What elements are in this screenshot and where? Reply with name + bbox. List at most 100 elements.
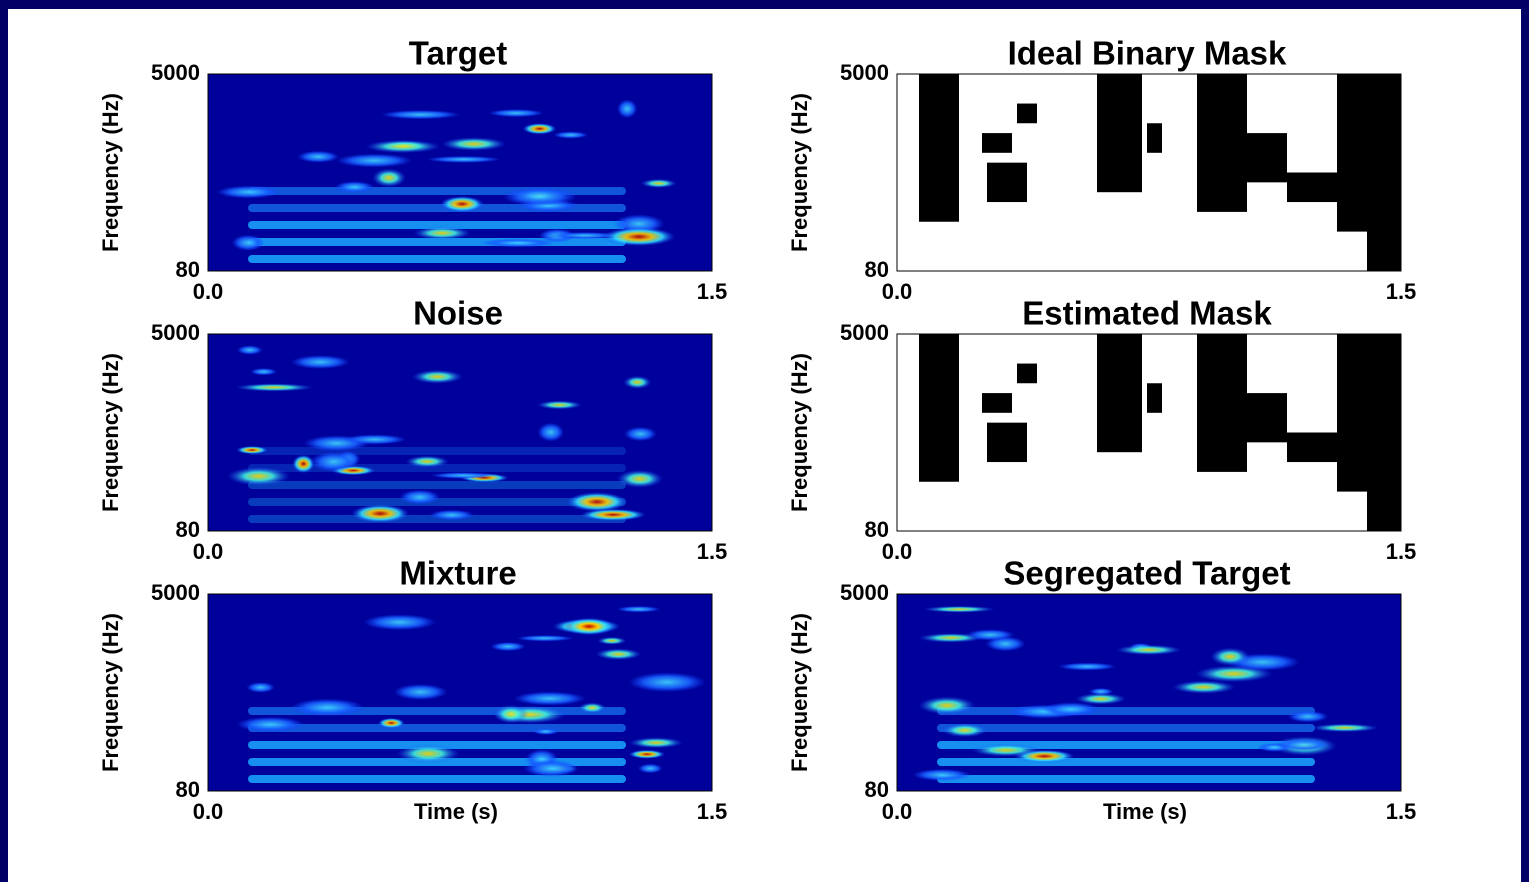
energy-blob	[393, 683, 448, 701]
energy-blob	[377, 717, 405, 729]
energy-blob	[481, 238, 556, 248]
chart-title: Estimated Mask	[1022, 295, 1272, 332]
energy-blob	[624, 426, 657, 442]
energy-blob	[578, 702, 607, 714]
energy-blob	[640, 178, 677, 188]
harmonic-band	[248, 221, 626, 229]
energy-blob	[380, 110, 461, 120]
energy-blob	[923, 605, 996, 613]
y-axis-label: Frequency (Hz)	[98, 613, 123, 772]
energy-blob	[372, 168, 407, 188]
mask-region	[1017, 103, 1037, 124]
energy-blob	[1075, 693, 1127, 705]
energy-blob	[292, 454, 315, 474]
y-tick-label: 5000	[151, 320, 200, 345]
energy-blob	[1172, 680, 1236, 694]
plot-frame	[207, 73, 713, 272]
y-tick-label: 5000	[151, 580, 200, 605]
harmonic-band	[248, 724, 626, 732]
energy-blob	[515, 635, 574, 642]
energy-blob	[216, 185, 281, 199]
energy-blob	[250, 368, 277, 376]
y-tick-label: 5000	[840, 320, 889, 345]
energy-blob	[1115, 644, 1183, 655]
energy-blob	[405, 455, 450, 468]
mask-region	[1227, 133, 1287, 183]
panel: Estimated Mask 0.0 1.5 80 5000 Frequency (Hz)	[787, 295, 1416, 564]
energy-blob	[396, 744, 460, 764]
mask-region	[1097, 334, 1142, 453]
plot-frame	[207, 333, 713, 532]
chart-title: Noise	[413, 295, 503, 332]
x-tick-label: 0.0	[882, 799, 913, 824]
energy-blob	[234, 383, 314, 392]
y-axis-label: Frequency (Hz)	[98, 93, 123, 252]
energy-blob	[616, 606, 661, 613]
x-tick-label: 1.5	[697, 539, 728, 564]
energy-blob	[602, 227, 676, 247]
y-axis-label: Frequency (Hz)	[787, 353, 812, 512]
energy-blob	[429, 509, 475, 521]
energy-blob	[488, 109, 544, 118]
harmonic-band	[248, 447, 626, 455]
energy-blob	[536, 400, 583, 410]
energy-blob	[440, 196, 485, 213]
y-tick-label: 5000	[151, 60, 200, 85]
energy-blob	[411, 369, 464, 384]
mask-region	[1147, 383, 1162, 413]
energy-blob	[430, 472, 496, 479]
energy-blob	[426, 155, 502, 163]
mask-region	[1337, 74, 1367, 232]
energy-blob	[399, 489, 441, 505]
energy-blob	[595, 648, 642, 660]
chart-title: Segregated Target	[1003, 555, 1290, 592]
x-tick-label: 1.5	[1386, 279, 1417, 304]
y-axis-label: Frequency (Hz)	[787, 93, 812, 252]
x-tick-label: 0.0	[193, 539, 224, 564]
energy-blob	[628, 737, 684, 749]
x-axis-label: Time (s)	[414, 799, 498, 824]
energy-blob	[231, 234, 265, 251]
energy-blob	[1287, 710, 1329, 723]
mask-region	[982, 393, 1012, 413]
plot-frame	[896, 333, 1402, 532]
harmonic-band	[248, 481, 626, 489]
x-tick-label: 0.0	[193, 279, 224, 304]
mask-region	[982, 133, 1012, 153]
energy-blob	[290, 355, 350, 369]
x-tick-label: 0.0	[193, 799, 224, 824]
harmonic-band	[248, 498, 626, 506]
energy-blob	[918, 696, 976, 715]
chart-title: Mixture	[399, 555, 516, 592]
harmonic-band	[937, 775, 1315, 783]
plot-area	[208, 334, 712, 531]
energy-blob	[537, 422, 565, 442]
energy-blob	[237, 345, 263, 355]
mask-region	[919, 334, 959, 482]
chart-title: Target	[409, 35, 507, 72]
mask-region	[987, 162, 1027, 203]
plot-area	[208, 594, 712, 791]
mask-region	[987, 422, 1027, 463]
harmonic-band	[937, 758, 1315, 766]
energy-blob	[493, 704, 529, 724]
energy-blob	[1210, 647, 1250, 666]
mask-region	[1147, 123, 1162, 153]
energy-blob	[965, 629, 1015, 641]
y-tick-label: 80	[176, 777, 200, 802]
plot-area	[897, 74, 1401, 271]
energy-blob	[1057, 662, 1117, 671]
harmonic-band	[248, 775, 626, 783]
y-tick-label: 80	[865, 517, 889, 542]
x-tick-label: 1.5	[1386, 539, 1417, 564]
mask-region	[1227, 393, 1287, 443]
energy-blob	[363, 614, 437, 631]
mask-region	[1367, 74, 1401, 271]
harmonic-band	[937, 707, 1315, 715]
energy-blob	[550, 232, 620, 240]
energy-blob	[365, 139, 441, 154]
energy-blob	[628, 749, 666, 759]
plot-frame	[896, 593, 1402, 792]
energy-blob	[236, 446, 268, 454]
energy-blob	[297, 150, 340, 163]
